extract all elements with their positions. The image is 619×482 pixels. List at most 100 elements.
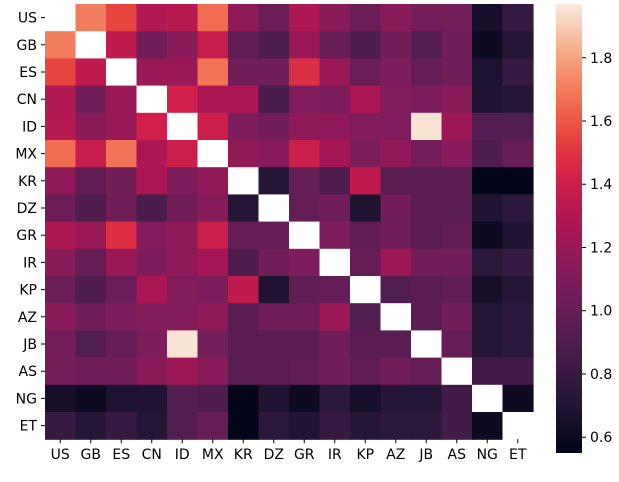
heatmap-cell-ES-GB xyxy=(75,58,107,87)
heatmap-cell-NG-AZ xyxy=(380,384,412,413)
heatmap-cell-AS-MX xyxy=(197,357,229,386)
heatmap-cell-AZ-AS xyxy=(441,303,473,331)
heatmap-cell-AZ-IR xyxy=(319,303,351,331)
heatmap-cell-AS-ID xyxy=(167,357,199,386)
heatmap-cell-AZ-KP xyxy=(350,303,382,331)
heatmap-cell-CN-GB xyxy=(75,85,107,114)
heatmap-cell-CN-AS xyxy=(441,85,473,114)
heatmap-cell-CN-GR xyxy=(289,85,321,114)
heatmap-cell-GB-CN xyxy=(136,31,168,59)
heatmap-cell-ET-MX xyxy=(197,412,229,440)
heatmap-cell-CN-ID xyxy=(167,85,199,114)
heatmap-cell-ET-NG xyxy=(472,412,504,440)
heatmap-cell-US-ET xyxy=(502,4,534,32)
heatmap-cell-ID-ES xyxy=(106,112,138,141)
heatmap-cell-AS-GR xyxy=(289,357,321,386)
heatmap-cell-JB-ES xyxy=(106,330,138,359)
heatmap-cell-ID-ID xyxy=(167,112,199,141)
heatmap-cell-US-ES xyxy=(106,4,138,32)
heatmap-cell-JB-JB xyxy=(411,330,443,359)
heatmap-cell-US-AZ xyxy=(380,4,412,32)
heatmap-cell-KR-AS xyxy=(441,167,473,195)
heatmap-cell-NG-GR xyxy=(289,384,321,413)
x-axis: US GB ES CN ID MX KR DZ GR IR KP AZ JB AS NG ET xyxy=(51,439,527,463)
heatmap-cell-JB-KP xyxy=(350,330,382,359)
heatmap-cell-CN-IR xyxy=(319,85,351,114)
colorbar-tick-label: 0.8 xyxy=(590,367,612,383)
heatmap-cell-ET-CN xyxy=(136,412,168,440)
x-tick-label: AS xyxy=(448,447,467,463)
y-tick-label: GR xyxy=(16,228,37,244)
y-tick-label: ID xyxy=(22,119,37,135)
heatmap-cell-GB-IR xyxy=(319,31,351,59)
heatmap-cell-GR-CN xyxy=(136,221,168,250)
heatmap-cell-ES-KR xyxy=(228,58,260,87)
colorbar-tick-label: 1.0 xyxy=(590,304,612,320)
heatmap-cell-MX-ID xyxy=(167,140,199,168)
heatmap-cell-KR-JB xyxy=(411,167,443,195)
heatmap-cell-ET-KP xyxy=(350,412,382,440)
heatmap-cell-GR-ID xyxy=(167,221,199,250)
x-tick-label: GR xyxy=(294,447,315,463)
heatmap-cell-IR-GR xyxy=(289,248,321,277)
colorbar-tick-label: 1.2 xyxy=(590,240,612,256)
heatmap-cell-JB-US xyxy=(45,330,77,359)
heatmap-cell-KP-CN xyxy=(136,276,168,304)
heatmap-cell-KP-IR xyxy=(319,276,351,304)
heatmap-cell-CN-AZ xyxy=(380,85,412,114)
y-axis: US GB ES CN ID MX KR DZ GR IR KP AZ JB AS NG ET xyxy=(15,11,45,435)
y-tick-label: GB xyxy=(17,38,37,54)
heatmap-cell-ID-AZ xyxy=(380,112,412,141)
y-tick-label: CN xyxy=(17,92,37,108)
heatmap-cell-KR-KR xyxy=(228,167,260,195)
y-tick-label: AS xyxy=(19,364,38,380)
heatmap-cell-MX-NG xyxy=(472,140,504,168)
heatmap-cell-AZ-KR xyxy=(228,303,260,331)
heatmap-cell-GR-KR xyxy=(228,221,260,250)
heatmap-cell-NG-ET xyxy=(502,384,534,413)
heatmap-cell-GB-AS xyxy=(441,31,473,59)
heatmap-cell-IR-ES xyxy=(106,248,138,277)
heatmap-cell-ID-DZ xyxy=(258,112,290,141)
heatmap-cell-AS-AS xyxy=(441,357,473,386)
heatmap-cell-MX-KR xyxy=(228,140,260,168)
heatmap-cell-ES-CN xyxy=(136,58,168,87)
heatmap-cell-CN-ES xyxy=(106,85,138,114)
heatmap-cell-ES-IR xyxy=(319,58,351,87)
heatmap-cell-GR-KP xyxy=(350,221,382,250)
y-tick-label: KP xyxy=(19,283,37,299)
heatmap-cell-AZ-NG xyxy=(472,303,504,331)
heatmap-cell-CN-US xyxy=(45,85,77,114)
heatmap-cell-KP-KP xyxy=(350,276,382,304)
heatmap-cell-MX-DZ xyxy=(258,140,290,168)
heatmap-cell-NG-GB xyxy=(75,384,107,413)
heatmap-cell-AZ-ID xyxy=(167,303,199,331)
heatmap-cell-GB-KP xyxy=(350,31,382,59)
heatmap-cell-US-CN xyxy=(136,4,168,32)
heatmap-cell-GR-AZ xyxy=(380,221,412,250)
heatmap-cell-IR-AZ xyxy=(380,248,412,277)
heatmap-cell-MX-AZ xyxy=(380,140,412,168)
heatmap-cell-GB-ID xyxy=(167,31,199,59)
heatmap-cell-ET-KR xyxy=(228,412,260,440)
heatmap-cell-AS-KP xyxy=(350,357,382,386)
heatmap-cell-DZ-KR xyxy=(228,194,260,223)
heatmap-cell-JB-NG xyxy=(472,330,504,359)
heatmap-cell-US-AS xyxy=(441,4,473,32)
heatmap-cell-KR-ID xyxy=(167,167,199,195)
heatmap-cell-US-MX xyxy=(197,4,229,32)
y-tick-label: US xyxy=(18,11,37,27)
heatmap-cell-AZ-GB xyxy=(75,303,107,331)
x-tick-label: AZ xyxy=(386,447,405,463)
heatmap-cell-KR-MX xyxy=(197,167,229,195)
heatmap-cell-AS-GB xyxy=(75,357,107,386)
heatmap-cell-NG-AS xyxy=(441,384,473,413)
heatmap-cell-ET-ET xyxy=(502,412,534,440)
heatmap-cell-GR-AS xyxy=(441,221,473,250)
heatmap-cell-ET-ES xyxy=(106,412,138,440)
heatmap-cell-JB-DZ xyxy=(258,330,290,359)
heatmap-cell-IR-KR xyxy=(228,248,260,277)
heatmap-cell-CN-JB xyxy=(411,85,443,114)
heatmap-cell-KP-DZ xyxy=(258,276,290,304)
heatmap-cell-ET-ID xyxy=(167,412,199,440)
